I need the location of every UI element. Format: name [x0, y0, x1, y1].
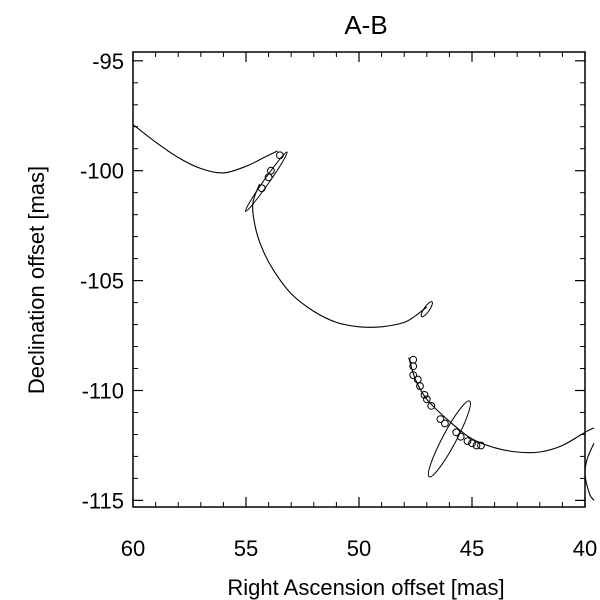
observation-point-3 — [264, 173, 273, 182]
x-tick-label: 60 — [121, 536, 145, 561]
y-tick-label: -105 — [80, 269, 124, 294]
observation-point-19 — [472, 441, 481, 450]
y-axis-ticks: -95 -100 -105 -110 -115 — [80, 49, 585, 513]
orbit-segment-1 — [132, 124, 278, 174]
error-ellipse-1 — [244, 151, 288, 212]
y-tick-label: -110 — [82, 379, 124, 404]
error-ellipse-3 — [427, 400, 471, 478]
observation-point-18 — [468, 439, 476, 448]
chart-title: A-B — [344, 10, 387, 40]
observation-point-20 — [477, 441, 485, 450]
orbit-segment-2 — [252, 183, 428, 328]
observation-point-1 — [276, 151, 284, 160]
observation-point-10 — [420, 391, 429, 399]
observation-point-16 — [456, 432, 465, 441]
observation-point-14 — [441, 419, 449, 428]
y-tick-label: -95 — [92, 49, 124, 74]
orbit-segment-3 — [408, 357, 595, 454]
y-axis-title: Declination offset [mas] — [24, 166, 49, 394]
plot-frame — [132, 51, 586, 508]
x-axis-ticks: 60 55 50 45 40 — [121, 52, 597, 561]
observation-point-7 — [409, 371, 418, 380]
observation-point-12 — [427, 402, 436, 410]
x-axis-title: Right Ascension offset [mas] — [227, 575, 504, 600]
orbit-segment-4 — [584, 443, 595, 501]
y-tick-label: -100 — [80, 159, 124, 184]
observation-point-17 — [463, 437, 472, 446]
observation-point-4 — [257, 184, 266, 193]
observation-point-2 — [267, 166, 275, 175]
observation-point-11 — [422, 395, 431, 404]
error-ellipse-2 — [420, 301, 433, 318]
x-tick-label: 55 — [234, 536, 258, 561]
observation-point-6 — [409, 362, 418, 371]
x-tick-label: 40 — [573, 536, 597, 561]
observation-point-5 — [409, 355, 418, 364]
x-tick-label: 50 — [347, 536, 371, 561]
observation-point-15 — [452, 428, 461, 437]
observation-point-13 — [436, 415, 445, 424]
y-tick-label: -115 — [82, 488, 124, 513]
x-tick-label: 45 — [460, 536, 484, 561]
observation-point-9 — [416, 382, 424, 391]
error-ellipses — [244, 151, 471, 478]
orbit-curves — [132, 124, 595, 501]
observation-points — [257, 151, 485, 450]
